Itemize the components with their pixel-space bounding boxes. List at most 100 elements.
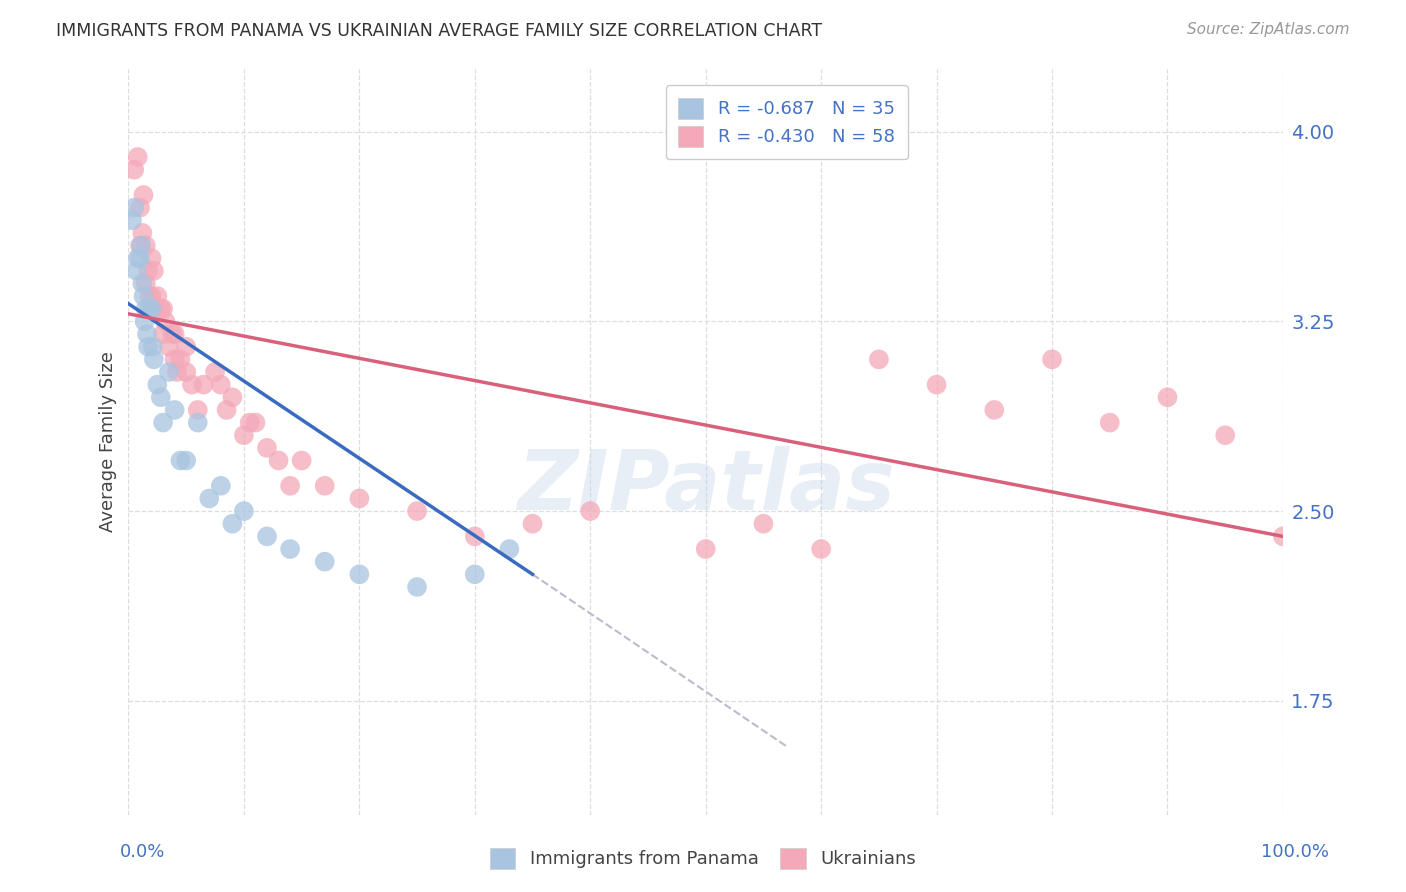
Text: 100.0%: 100.0% (1261, 843, 1329, 861)
Point (152, 301, 174, 316)
Text: Source: ZipAtlas.com: Source: ZipAtlas.com (1187, 22, 1350, 37)
Point (166, 365, 188, 379)
Point (278, 479, 301, 493)
Point (142, 301, 165, 316)
Point (149, 390, 172, 404)
Point (406, 504, 429, 518)
Point (983, 403, 1005, 417)
Point (464, 529, 486, 543)
Point (169, 453, 191, 467)
Point (122, 162, 145, 177)
Point (132, 188, 155, 202)
Point (127, 150, 149, 164)
Point (131, 277, 153, 291)
Point (142, 352, 165, 367)
Point (142, 264, 165, 278)
Point (232, 428, 254, 442)
Point (162, 327, 184, 342)
Point (204, 365, 226, 379)
Point (141, 251, 163, 265)
Legend: Immigrants from Panama, Ukrainians: Immigrants from Panama, Ukrainians (482, 840, 924, 876)
Point (152, 416, 174, 430)
Point (925, 377, 948, 392)
Point (181, 377, 204, 392)
Point (1156, 390, 1178, 404)
Point (169, 352, 191, 367)
Point (163, 327, 186, 342)
Point (136, 264, 159, 278)
Point (146, 289, 169, 303)
Point (135, 277, 157, 291)
Point (141, 301, 163, 316)
Point (1098, 416, 1121, 430)
Point (695, 541, 717, 556)
Point (125, 264, 148, 278)
Point (187, 403, 209, 417)
Point (579, 504, 602, 518)
Point (278, 541, 301, 556)
Point (135, 301, 157, 316)
Point (1040, 352, 1063, 367)
Text: 0.0%: 0.0% (120, 843, 165, 861)
Point (131, 226, 153, 240)
Point (136, 340, 159, 354)
Point (868, 352, 890, 367)
Point (155, 314, 177, 328)
Point (134, 314, 156, 328)
Point (406, 580, 429, 594)
Point (245, 416, 267, 430)
Point (122, 201, 145, 215)
Text: IMMIGRANTS FROM PANAMA VS UKRAINIAN AVERAGE FAMILY SIZE CORRELATION CHART: IMMIGRANTS FROM PANAMA VS UKRAINIAN AVER… (56, 22, 823, 40)
Point (129, 251, 152, 265)
Point (136, 327, 159, 342)
Point (157, 340, 180, 354)
Point (498, 541, 520, 556)
Point (157, 365, 180, 379)
Point (349, 567, 371, 582)
Point (142, 340, 165, 354)
Point (135, 238, 157, 252)
Point (174, 453, 197, 467)
Point (209, 377, 232, 392)
Point (121, 213, 143, 227)
Point (127, 251, 149, 265)
Point (138, 301, 160, 316)
Point (349, 491, 371, 506)
Point (174, 365, 197, 379)
Point (221, 390, 243, 404)
Point (752, 516, 775, 531)
Point (149, 301, 172, 316)
Point (232, 504, 254, 518)
Legend: R = -0.687   N = 35, R = -0.430   N = 58: R = -0.687 N = 35, R = -0.430 N = 58 (665, 85, 907, 159)
Point (132, 289, 155, 303)
Point (146, 377, 169, 392)
Point (267, 453, 290, 467)
Point (522, 516, 544, 531)
Point (141, 289, 163, 303)
Point (187, 416, 209, 430)
Point (314, 555, 336, 569)
Point (129, 201, 152, 215)
Point (215, 403, 238, 417)
Point (1271, 529, 1294, 543)
Point (129, 238, 152, 252)
Point (464, 567, 486, 582)
Point (138, 289, 160, 303)
Point (810, 541, 832, 556)
Point (221, 516, 243, 531)
Point (163, 403, 186, 417)
Point (291, 453, 314, 467)
Point (129, 238, 152, 252)
Point (256, 529, 278, 543)
Point (163, 352, 186, 367)
Point (256, 441, 278, 455)
Point (193, 377, 215, 392)
Point (314, 479, 336, 493)
Point (1213, 428, 1236, 442)
Point (198, 491, 221, 506)
Point (209, 479, 232, 493)
Point (174, 340, 197, 354)
Text: ZIPatlas: ZIPatlas (517, 446, 894, 527)
Point (152, 327, 174, 342)
Point (239, 416, 262, 430)
